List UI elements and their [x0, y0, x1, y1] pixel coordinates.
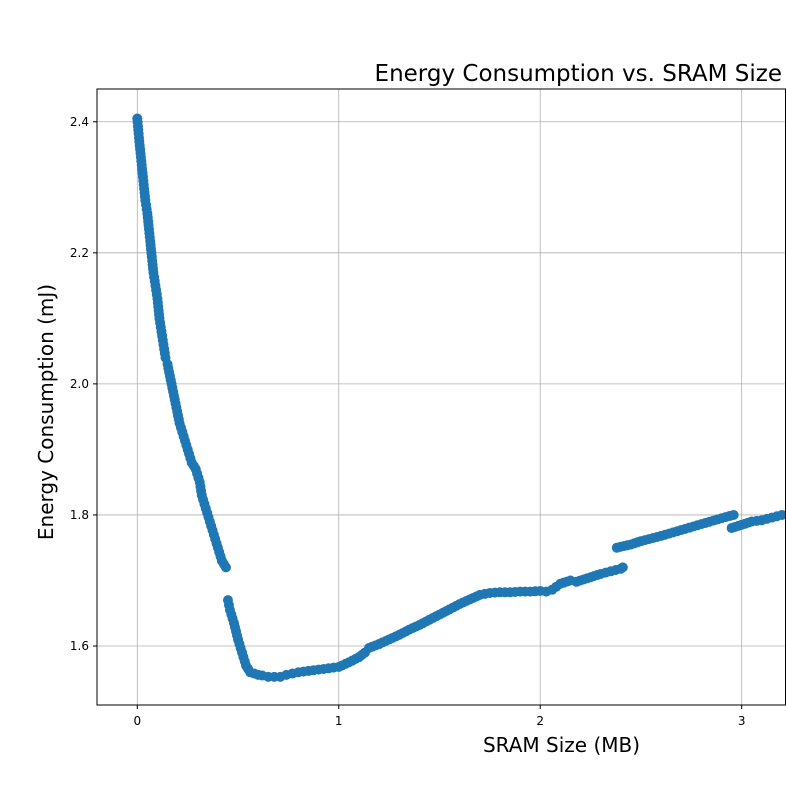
axis-ticks: 0 1 2 3 1.6 1.8 2.0 2.2 2.4	[70, 115, 746, 728]
x-tick-label: 1	[335, 714, 343, 728]
y-tick-label: 1.6	[70, 639, 89, 653]
data-point	[728, 509, 739, 520]
y-tick-label: 2.4	[70, 115, 89, 129]
y-tick-label: 1.8	[70, 508, 89, 522]
x-axis-title: SRAM Size (MB)	[483, 733, 640, 757]
y-tick-label: 2.0	[70, 377, 89, 391]
data-point	[776, 509, 786, 520]
scatter-points	[132, 113, 786, 682]
y-tick-label: 2.2	[70, 246, 89, 260]
x-tick-label: 2	[536, 714, 544, 728]
x-tick-label: 0	[133, 714, 141, 728]
data-point	[617, 562, 628, 573]
x-tick-label: 3	[738, 714, 746, 728]
y-axis-title: Energy Consumption (mJ)	[34, 284, 58, 540]
data-point	[220, 562, 231, 573]
chart-title: Energy Consumption vs. SRAM Size	[375, 61, 782, 87]
